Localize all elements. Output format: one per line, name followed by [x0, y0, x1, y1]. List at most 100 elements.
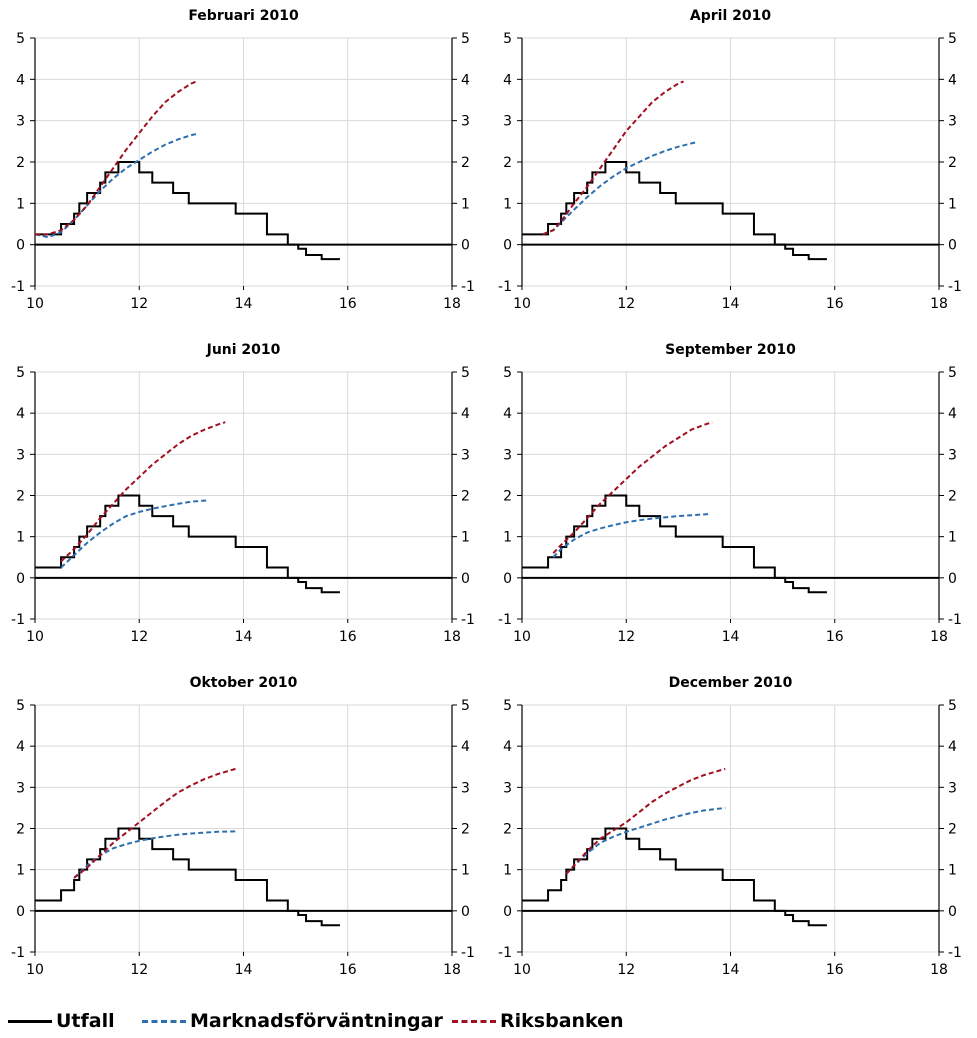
y-tick-label-right: 3: [948, 114, 957, 130]
y-tick-label-left: 2: [16, 489, 25, 505]
series-utfall: [35, 494, 340, 594]
panel-title: Juni 2010: [206, 342, 281, 358]
y-tick-label-right: 1: [461, 196, 470, 212]
y-tick-label-right: 1: [461, 863, 470, 879]
y-tick-label-left: 3: [503, 780, 512, 796]
y-tick-label-left: 1: [16, 863, 25, 879]
x-tick-label: 14: [235, 629, 253, 645]
y-tick-label-right: 5: [461, 31, 470, 47]
y-tick-label-left: 5: [16, 365, 25, 381]
y-tick-label-right: 5: [461, 698, 470, 714]
y-tick-label-right: 4: [948, 739, 957, 755]
panel-title: Februari 2010: [188, 8, 299, 24]
y-tick-label-left: 2: [503, 155, 512, 171]
y-tick-label-left: 2: [16, 822, 25, 838]
y-tick-label-right: 1: [948, 863, 957, 879]
y-tick-label-left: 5: [16, 31, 25, 47]
y-tick-label-left: 5: [503, 31, 512, 47]
x-tick-label: 12: [617, 296, 635, 312]
x-tick-label: 14: [235, 962, 253, 978]
y-tick-label-right: 0: [948, 238, 957, 254]
y-tick-label-left: 2: [503, 822, 512, 838]
y-tick-label-right: -1: [948, 612, 962, 628]
series-marknadsforvantningar: [60, 499, 208, 569]
x-tick-label: 16: [339, 629, 357, 645]
x-tick-label: 16: [339, 296, 357, 312]
y-tick-label-right: 3: [461, 780, 470, 796]
legend-label-marknad: Marknadsförväntningar: [190, 1010, 443, 1032]
series-marknadsforvantningar: [542, 141, 697, 236]
x-tick-label: 16: [339, 962, 357, 978]
y-tick-label-left: 0: [16, 571, 25, 587]
y-tick-label-left: -1: [498, 945, 512, 961]
chart-panel-2: April 2010-1 -10 01 12 23 34 45 510 12 14 16 18: [498, 8, 962, 312]
y-tick-label-left: -1: [498, 612, 512, 628]
series-riksbanken: [565, 767, 726, 875]
series-riksbanken: [73, 767, 236, 879]
series-marknadsforvantningar: [73, 830, 236, 879]
x-tick-label: 18: [443, 296, 461, 312]
x-tick-label: 10: [513, 296, 531, 312]
legend-swatch-marknad: [142, 1019, 186, 1023]
y-tick-label-right: 4: [461, 406, 470, 422]
y-tick-label-left: 0: [16, 238, 25, 254]
panel-title: December 2010: [669, 675, 793, 691]
series-utfall: [522, 827, 827, 927]
y-tick-label-left: 0: [503, 904, 512, 920]
y-tick-label-right: 2: [461, 489, 470, 505]
y-tick-label-right: 3: [948, 780, 957, 796]
x-tick-label: 10: [513, 629, 531, 645]
y-tick-label-right: -1: [461, 279, 475, 295]
chart-panel-6: December 2010-1 -10 01 12 23 34 45 510 12 14 16 18: [498, 675, 962, 978]
x-tick-label: 18: [443, 962, 461, 978]
x-tick-label: 18: [443, 629, 461, 645]
y-tick-label-right: 2: [461, 155, 470, 171]
chart-panel-1: Februari 2010-1 -10 01 12 23 34 45 510 12 14 16 18: [11, 8, 475, 312]
y-tick-label-right: 1: [948, 530, 957, 546]
x-tick-label: 14: [235, 296, 253, 312]
legend: Utfall Marknadsförväntningar Riksbanken: [8, 1008, 968, 1034]
y-tick-label-right: 1: [461, 530, 470, 546]
legend-label-riksbanken: Riksbanken: [500, 1010, 624, 1032]
series-riksbanken: [542, 80, 684, 236]
y-tick-label-left: 2: [16, 155, 25, 171]
y-tick-label-right: 0: [461, 904, 470, 920]
y-tick-label-right: 1: [948, 196, 957, 212]
legend-label-utfall: Utfall: [56, 1010, 115, 1032]
x-tick-label: 10: [26, 629, 44, 645]
y-tick-label-left: 3: [16, 780, 25, 796]
x-tick-label: 14: [722, 962, 740, 978]
y-tick-label-left: 1: [16, 196, 25, 212]
y-tick-label-right: 4: [948, 72, 957, 88]
x-tick-label: 12: [130, 962, 148, 978]
y-tick-label-left: 1: [503, 863, 512, 879]
y-tick-label-left: 4: [16, 406, 25, 422]
y-tick-label-left: -1: [498, 279, 512, 295]
y-tick-label-right: 3: [948, 447, 957, 463]
x-tick-label: 10: [26, 962, 44, 978]
x-tick-label: 18: [930, 629, 948, 645]
chart-panel-4: September 2010-1 -10 01 12 23 34 45 510 12 14 16 18: [498, 342, 962, 645]
x-tick-label: 16: [826, 962, 844, 978]
x-tick-label: 14: [722, 629, 740, 645]
series-utfall: [35, 161, 340, 261]
chart-panel-5: Oktober 2010-1 -10 01 12 23 34 45 510 12 14 16 18: [11, 675, 475, 978]
x-tick-label: 16: [826, 296, 844, 312]
y-tick-label-left: 4: [503, 739, 512, 755]
y-tick-label-left: 3: [503, 114, 512, 130]
panel-title: September 2010: [665, 342, 796, 358]
x-tick-label: 12: [130, 296, 148, 312]
y-tick-label-left: 1: [503, 196, 512, 212]
panel-title: Oktober 2010: [190, 675, 298, 691]
y-tick-label-left: 4: [503, 406, 512, 422]
series-marknadsforvantningar: [34, 132, 197, 239]
x-tick-label: 12: [617, 962, 635, 978]
y-tick-label-left: 3: [503, 447, 512, 463]
y-tick-label-right: 2: [461, 822, 470, 838]
y-tick-label-right: 0: [948, 571, 957, 587]
legend-item-utfall: Utfall: [8, 1008, 115, 1034]
y-tick-label-right: 2: [948, 822, 957, 838]
legend-swatch-utfall: [8, 1019, 52, 1023]
y-tick-label-left: 2: [503, 489, 512, 505]
y-tick-label-left: 5: [16, 698, 25, 714]
